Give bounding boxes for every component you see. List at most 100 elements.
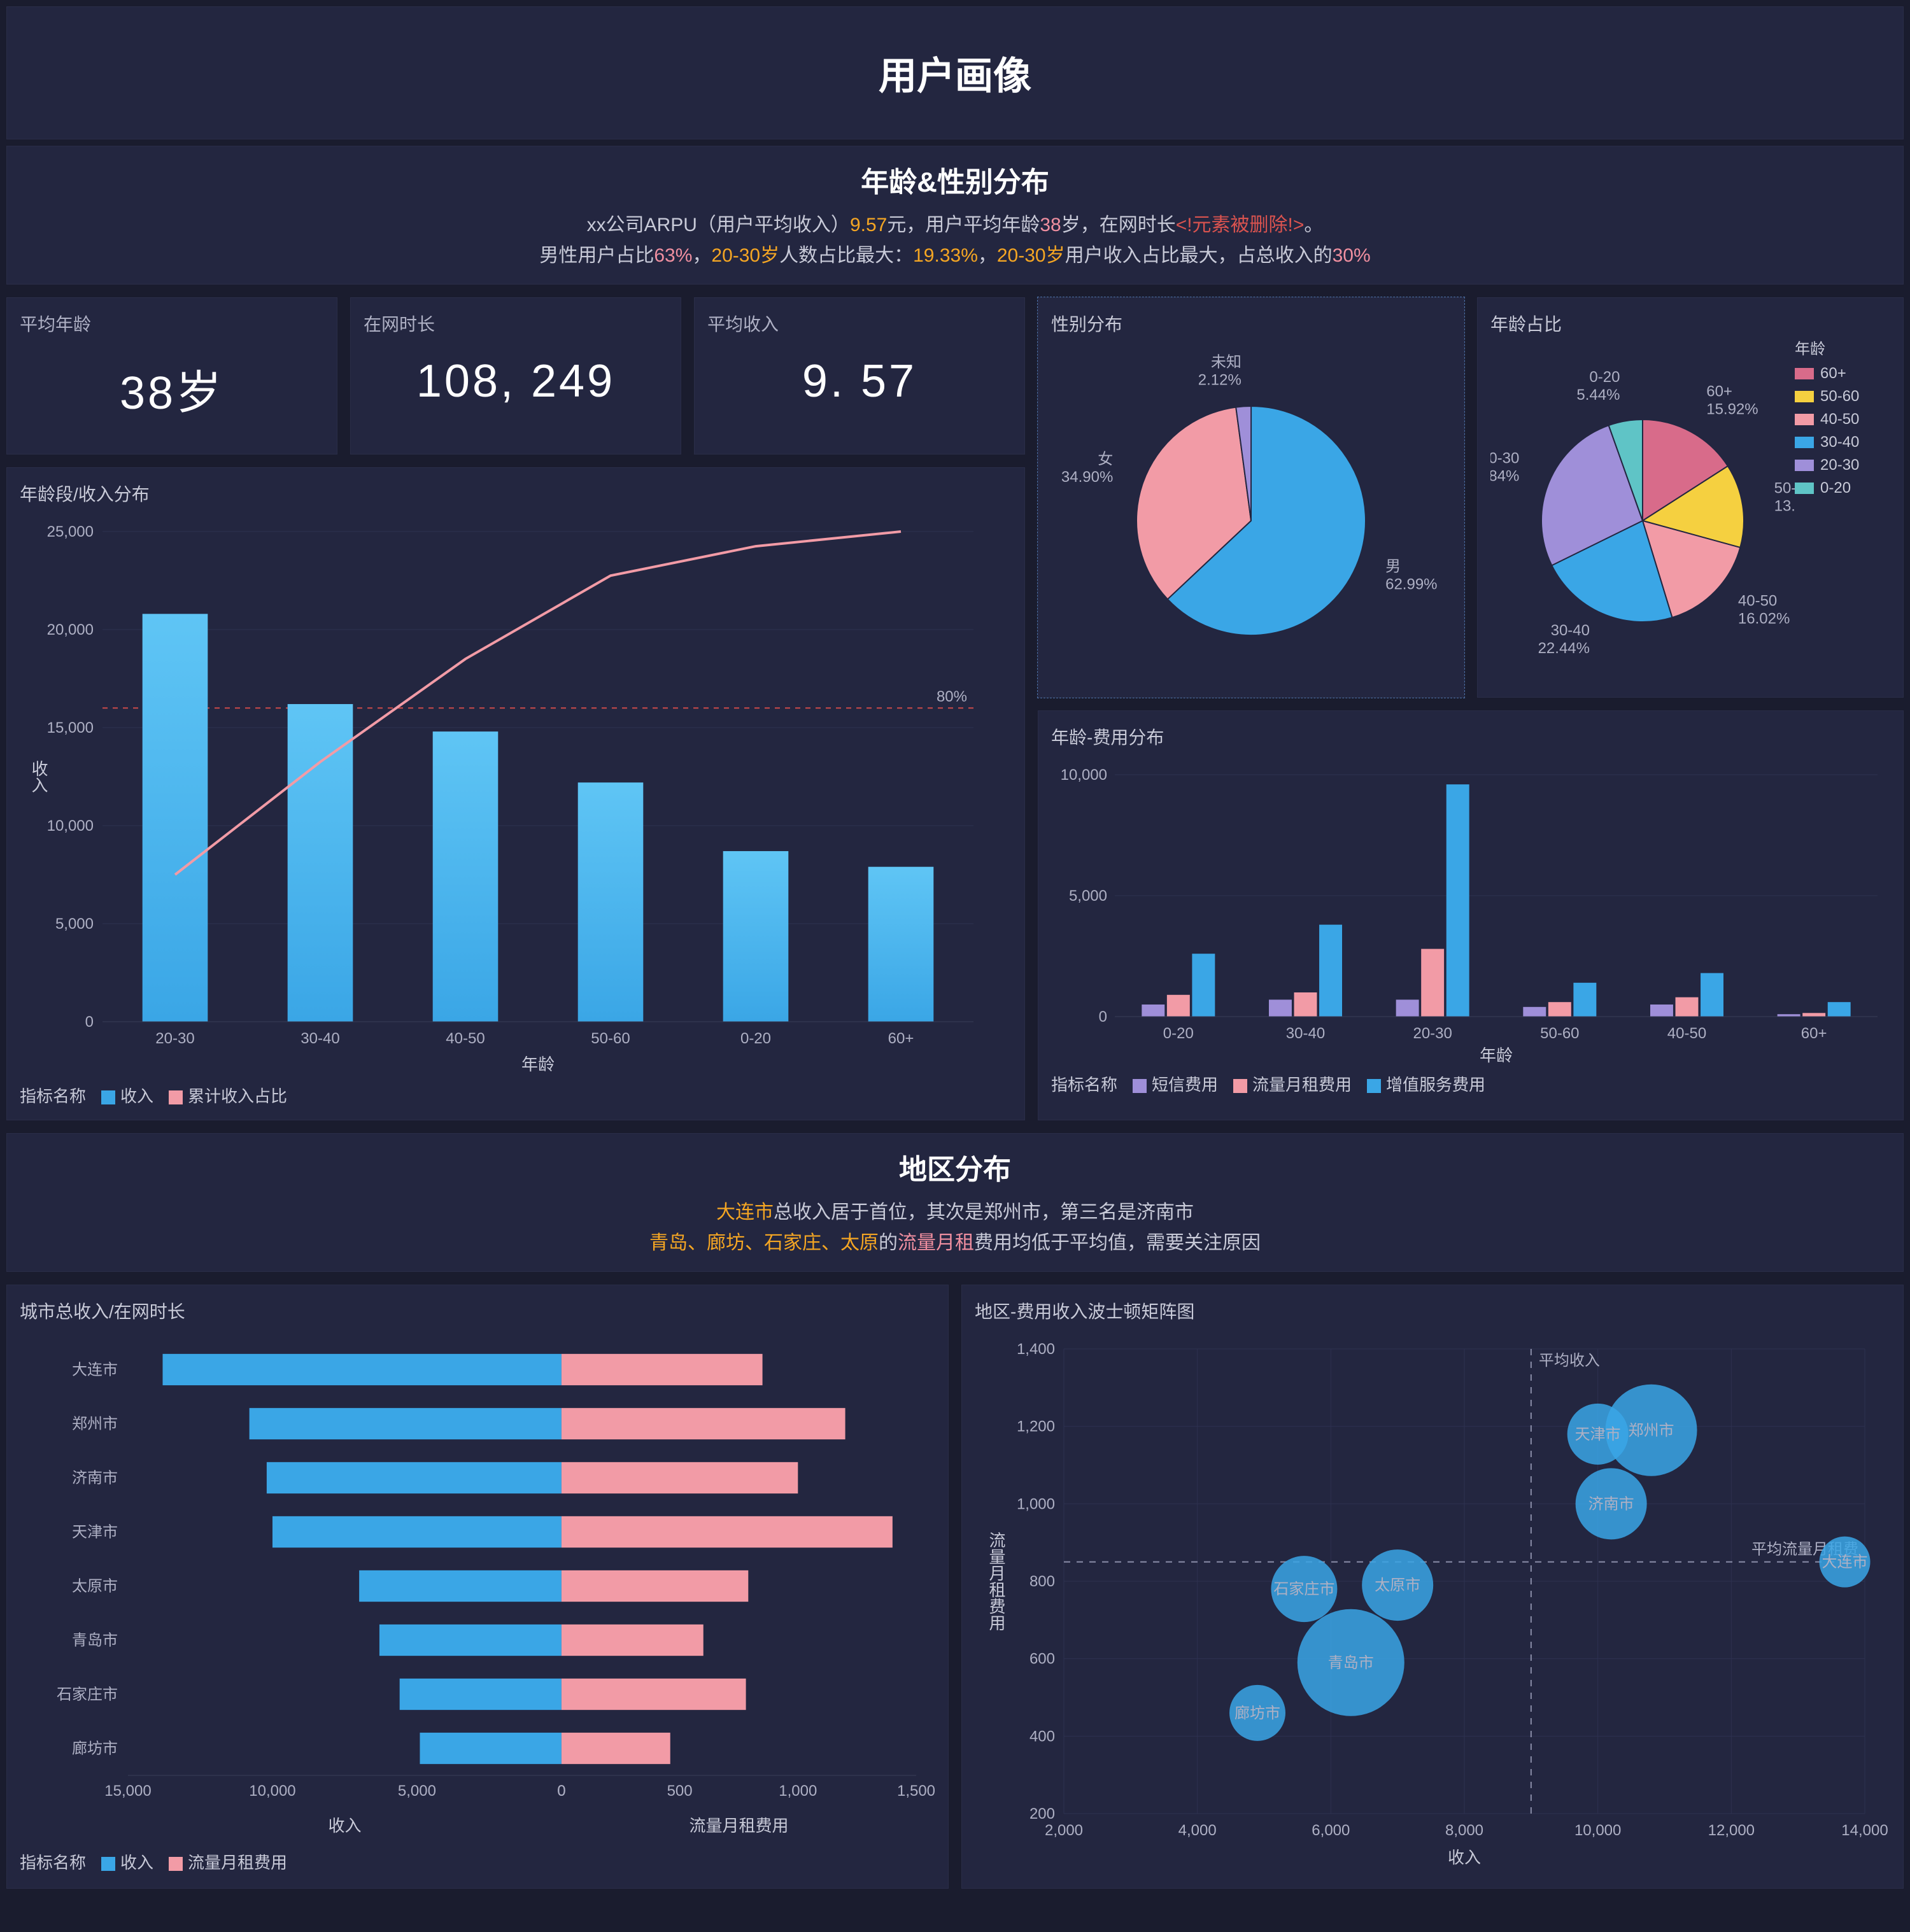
svg-text:郑州市: 郑州市 [1629,1422,1674,1439]
svg-text:年龄: 年龄 [1480,1046,1513,1065]
svg-text:5,000: 5,000 [55,915,94,933]
svg-text:50-60: 50-60 [1774,479,1795,497]
svg-text:天津市: 天津市 [1575,1426,1621,1443]
svg-text:15.92%: 15.92% [1706,401,1758,418]
age-income-legend: 指标名称收入累计收入占比 [20,1083,1012,1107]
svg-text:青岛市: 青岛市 [72,1632,118,1649]
kpi-value: 108, 249 [364,336,668,427]
svg-text:郑州市: 郑州市 [72,1416,118,1433]
svg-text:太原市: 太原市 [1375,1577,1420,1594]
svg-text:200: 200 [1029,1805,1055,1823]
age-pie-panel: 年龄占比 60+15.92%50-6013.34%40-5016.02%30-4… [1477,297,1904,698]
age-fee-legend: 指标名称短信费用流量月租费用增值服务费用 [1051,1072,1890,1096]
svg-text:20-30: 20-30 [155,1030,194,1047]
svg-text:5,000: 5,000 [398,1782,436,1800]
svg-text:平均收入: 平均收入 [1539,1352,1600,1369]
svg-text:青岛市: 青岛市 [1328,1654,1374,1672]
svg-text:14,000: 14,000 [1841,1822,1888,1839]
svg-text:0-20: 0-20 [1163,1025,1194,1042]
kpi-label: 在网时长 [364,311,668,336]
svg-text:1,000: 1,000 [779,1782,817,1800]
age-income-chart: 05,00010,00015,00020,00025,00080%20-3030… [20,519,1012,1079]
svg-text:600: 600 [1029,1651,1055,1668]
svg-text:流量月租费用: 流量月租费用 [689,1816,788,1835]
section-age-gender-header: 年龄&性别分布 xx公司ARPU（用户平均收入）9.57元，用户平均年龄38岁，… [6,146,1904,285]
svg-text:收入: 收入 [328,1816,361,1835]
svg-text:济南市: 济南市 [1588,1495,1634,1512]
svg-text:40-50: 40-50 [1667,1025,1706,1042]
svg-text:30-40: 30-40 [1286,1025,1325,1042]
svg-text:0: 0 [85,1013,94,1031]
svg-text:40-50: 40-50 [446,1030,485,1047]
chart-title: 地区-费用收入波士顿矩阵图 [975,1298,1890,1323]
city-bar-legend: 指标名称收入流量月租费用 [20,1850,935,1873]
svg-text:500: 500 [667,1782,693,1800]
chart-title: 性别分布 [1051,311,1451,336]
age-pie-legend: 年龄60+50-6040-5030-4020-300-20 [1795,311,1890,684]
city-bar-panel: 城市总收入/在网时长 大连市郑州市济南市天津市太原市青岛市石家庄市廊坊市05,0… [6,1285,949,1889]
kpi-label: 平均年龄 [20,311,324,336]
age-pie-chart: 60+15.92%50-6013.34%40-5016.02%30-4022.4… [1490,349,1795,680]
kpi-avg-age: 平均年龄 38岁 [6,297,337,455]
svg-text:20-30: 20-30 [1413,1025,1452,1042]
svg-text:廊坊市: 廊坊市 [1234,1705,1280,1722]
svg-text:未知: 未知 [1211,354,1242,371]
svg-text:50-60: 50-60 [1540,1025,1579,1042]
svg-text:1,000: 1,000 [1017,1495,1055,1512]
section-region-title: 地区分布 [20,1146,1890,1187]
svg-text:石家庄市: 石家庄市 [57,1686,118,1703]
svg-text:年龄: 年龄 [521,1055,555,1074]
svg-text:2.12%: 2.12% [1198,372,1242,389]
svg-text:太原市: 太原市 [72,1578,118,1595]
chart-title: 年龄段/收入分布 [20,481,1012,506]
svg-text:0: 0 [1099,1008,1107,1026]
svg-text:20-30: 20-30 [1490,449,1519,467]
svg-text:1,400: 1,400 [1017,1341,1055,1358]
svg-text:800: 800 [1029,1573,1055,1590]
svg-text:廊坊市: 廊坊市 [72,1740,118,1758]
svg-text:10,000: 10,000 [1061,766,1107,784]
svg-text:女: 女 [1098,451,1113,468]
svg-text:80%: 80% [937,688,967,705]
svg-text:8,000: 8,000 [1445,1822,1483,1839]
svg-text:1,200: 1,200 [1017,1418,1055,1435]
section-age-gender-title: 年龄&性别分布 [20,159,1890,200]
svg-text:13.34%: 13.34% [1774,497,1795,514]
svg-text:10,000: 10,000 [1574,1822,1621,1839]
svg-text:16.02%: 16.02% [1738,610,1790,628]
svg-text:5,000: 5,000 [1069,887,1107,905]
chart-title: 年龄-费用分布 [1051,724,1890,749]
svg-text:10,000: 10,000 [249,1782,295,1800]
svg-text:25,000: 25,000 [47,523,94,540]
section-age-gender-line2: 男性用户占比63%，20-30岁人数占比最大：19.33%，20-30岁用户收入… [20,241,1890,271]
svg-text:15,000: 15,000 [47,719,94,737]
age-fee-chart-panel: 年龄-费用分布 0 5,000 10,000 0-20 30-40 20-30 50-60 4… [1038,710,1904,1120]
svg-text:60+: 60+ [888,1030,914,1047]
svg-text:30-40: 30-40 [301,1030,339,1047]
dashboard-title: 用户画像 [20,20,1890,126]
svg-text:12,000: 12,000 [1708,1822,1755,1839]
chart-title: 城市总收入/在网时长 [20,1298,935,1323]
svg-text:流量月租费用: 流量月租费用 [987,1532,1006,1631]
svg-text:2,000: 2,000 [1045,1822,1083,1839]
kpi-pie-row: 平均年龄 38岁 在网时长 108, 249 平均收入 9. 57 年龄段/收入… [0,291,1910,1127]
svg-text:50-60: 50-60 [591,1030,630,1047]
svg-text:4,000: 4,000 [1178,1822,1217,1839]
svg-text:收入: 收入 [1448,1848,1481,1867]
svg-text:济南市: 济南市 [72,1470,118,1487]
svg-text:大连市: 大连市 [72,1362,118,1379]
svg-text:34.90%: 34.90% [1061,469,1113,486]
svg-text:30-40: 30-40 [1551,622,1590,639]
section-region-line2: 青岛、廊坊、石家庄、太原的流量月租费用均低于平均值，需要关注原因 [20,1228,1890,1259]
svg-text:石家庄市: 石家庄市 [1273,1581,1334,1598]
svg-text:收入: 收入 [29,760,48,793]
svg-text:1,500: 1,500 [897,1782,935,1800]
kpi-avg-income: 平均收入 9. 57 [694,297,1025,455]
section-age-gender-line1: xx公司ARPU（用户平均收入）9.57元，用户平均年龄38岁，在网时长<!元素… [20,210,1890,241]
svg-text:62.99%: 62.99% [1385,575,1437,593]
gender-pie-panel: 性别分布 男62.99%女34.90%未知2.12% [1038,297,1464,698]
boston-matrix-panel: 地区-费用收入波士顿矩阵图 2,0004,0006,0008,00010,000… [961,1285,1904,1889]
svg-text:26.84%: 26.84% [1490,467,1519,484]
svg-text:15,000: 15,000 [104,1782,151,1800]
svg-text:0-20: 0-20 [740,1030,771,1047]
